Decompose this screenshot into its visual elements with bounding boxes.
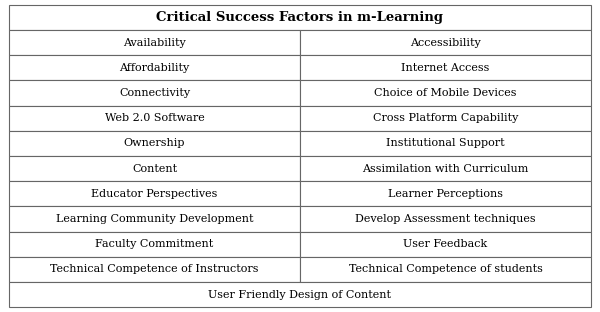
Text: Educator Perspectives: Educator Perspectives [91,189,218,199]
Text: Cross Platform Capability: Cross Platform Capability [373,113,518,123]
Bar [300,257,591,282]
Text: Develop Assessment techniques: Develop Assessment techniques [355,214,536,224]
Bar [9,105,300,131]
Text: Internet Access: Internet Access [401,63,490,73]
Text: Learning Community Development: Learning Community Development [56,214,253,224]
Text: Critical Success Factors in m-Learning: Critical Success Factors in m-Learning [157,11,443,24]
Text: Ownership: Ownership [124,139,185,149]
Bar [9,30,300,55]
Text: Institutional Support: Institutional Support [386,139,505,149]
Text: Web 2.0 Software: Web 2.0 Software [104,113,205,123]
Text: User Feedback: User Feedback [403,239,488,249]
Bar [9,257,300,282]
Bar [9,5,591,30]
Bar [300,207,591,232]
Bar [300,105,591,131]
Bar [300,232,591,257]
Bar [9,131,300,156]
Text: Choice of Mobile Devices: Choice of Mobile Devices [374,88,517,98]
Bar [9,156,300,181]
Bar [9,282,591,307]
Bar [9,181,300,207]
Bar [300,131,591,156]
Text: Assimilation with Curriculum: Assimilation with Curriculum [362,163,529,173]
Bar [300,30,591,55]
Text: User Friendly Design of Content: User Friendly Design of Content [209,290,392,300]
Bar [9,232,300,257]
Bar [9,80,300,105]
Bar [300,181,591,207]
Bar [300,156,591,181]
Text: Learner Perceptions: Learner Perceptions [388,189,503,199]
Text: Availability: Availability [123,37,186,47]
Text: Accessibility: Accessibility [410,37,481,47]
Text: Technical Competence of Instructors: Technical Competence of Instructors [50,265,259,275]
Text: Technical Competence of students: Technical Competence of students [349,265,542,275]
Text: Connectivity: Connectivity [119,88,190,98]
Bar [9,55,300,80]
Text: Faculty Commitment: Faculty Commitment [95,239,214,249]
Text: Affordability: Affordability [119,63,190,73]
Bar [300,80,591,105]
Text: Content: Content [132,163,177,173]
Bar [300,55,591,80]
Bar [9,207,300,232]
